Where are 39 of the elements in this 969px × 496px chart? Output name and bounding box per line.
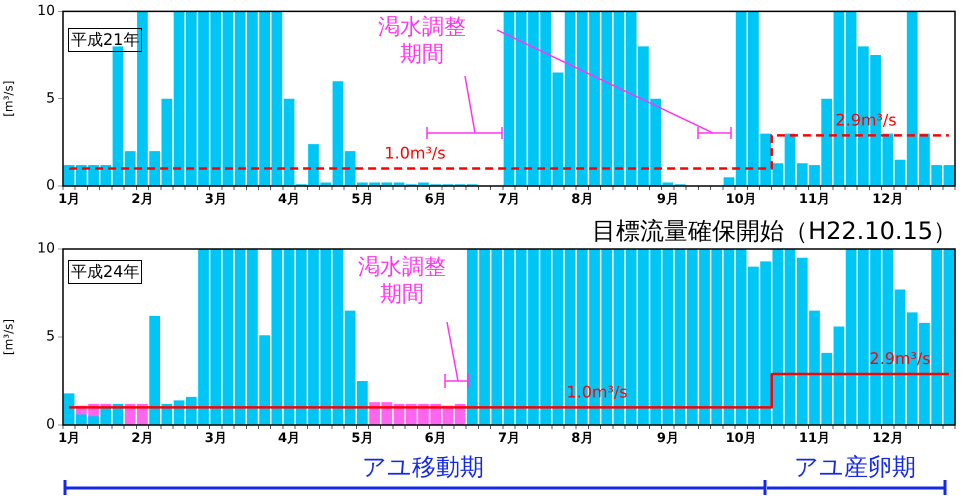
annotation: 平成24年: [68, 260, 142, 284]
y-axis-title: [m³/s]: [1, 80, 16, 117]
x-tick-label: 1月: [58, 431, 80, 446]
x-tick-label: 6月: [424, 431, 447, 446]
x-tick-label: 3月: [204, 192, 227, 208]
x-tick-label: 11月: [798, 192, 830, 208]
y-tick-label: 0: [46, 178, 55, 194]
x-tick-label: 5月: [351, 192, 374, 208]
y-axis-title: [m³/s]: [1, 318, 16, 356]
x-tick-label: 8月: [571, 431, 594, 446]
annotation: 渇水調整期間: [357, 254, 447, 308]
annotation: 1.0m³/s: [384, 144, 446, 163]
x-tick-label: 9月: [656, 431, 679, 446]
x-tick-label: 6月: [424, 192, 447, 208]
x-tick-label: 2月: [131, 431, 154, 446]
x-tick-label: 7月: [498, 431, 520, 446]
x-tick-label: 10月: [726, 192, 757, 208]
x-tick-label: 1月: [58, 192, 80, 208]
y-tick-label: 5: [46, 328, 55, 345]
text: アユ移動期: [361, 452, 485, 482]
y-tick-label: 5: [46, 90, 55, 106]
x-tick-label: 12月: [872, 192, 904, 208]
x-tick-label: 11月: [798, 431, 830, 446]
x-tick-label: 10月: [726, 431, 757, 446]
y-tick-label: 10: [37, 3, 55, 20]
chart-title: 目標流量確保開始（H22.10.15）: [592, 216, 957, 246]
text: アユ産卵期: [793, 452, 917, 482]
x-tick-label: 3月: [204, 431, 227, 446]
x-tick-label: 8月: [571, 192, 594, 208]
y-tick-label: 0: [46, 416, 55, 433]
x-tick-label: 4月: [278, 431, 300, 446]
y-tick-label: 10: [37, 240, 55, 257]
x-tick-label: 4月: [278, 192, 300, 208]
x-tick-label: 12月: [872, 431, 904, 446]
x-tick-label: 5月: [351, 431, 374, 446]
annotation: 渇水調整期間: [377, 14, 467, 68]
x-tick-label: 2月: [131, 192, 154, 208]
x-tick-label: 9月: [656, 192, 679, 208]
x-tick-label: 7月: [498, 192, 520, 208]
